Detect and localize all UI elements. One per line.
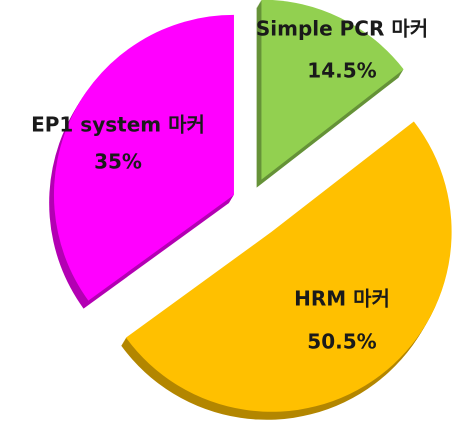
slice-label: HRM 마커 bbox=[294, 287, 390, 311]
slice bbox=[261, 0, 404, 180]
slice-label: Simple PCR 마커 bbox=[256, 17, 428, 41]
slice-value-label: 35% bbox=[94, 150, 142, 174]
slice bbox=[53, 14, 234, 301]
slice bbox=[125, 121, 452, 412]
slice-value-label: 50.5% bbox=[307, 330, 376, 354]
slice-label: EP1 system 마커 bbox=[31, 113, 205, 137]
slice-value-label: 14.5% bbox=[307, 59, 376, 83]
